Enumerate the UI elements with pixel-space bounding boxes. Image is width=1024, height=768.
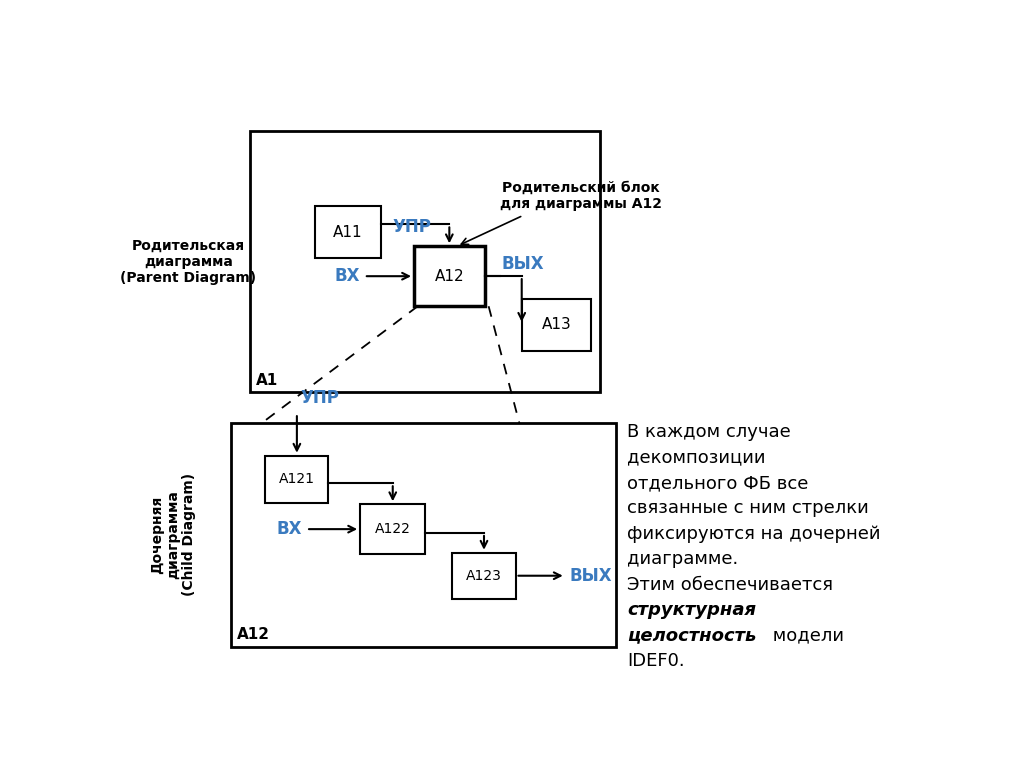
Text: ВХ: ВХ	[276, 520, 302, 538]
Text: А13: А13	[542, 317, 571, 333]
Text: УПР: УПР	[301, 389, 340, 407]
Bar	[315, 206, 381, 259]
Text: Этим обеспечивается: Этим обеспечивается	[628, 576, 834, 594]
Text: Родительская
диаграмма
(Parent Diagram): Родительская диаграмма (Parent Diagram)	[120, 238, 256, 285]
Text: диаграмме.: диаграмме.	[628, 551, 738, 568]
Text: А123: А123	[466, 569, 502, 583]
Text: отдельного ФБ все: отдельного ФБ все	[628, 474, 809, 492]
Bar	[230, 423, 615, 647]
Bar	[265, 455, 329, 503]
Text: А11: А11	[333, 225, 362, 240]
Bar	[414, 247, 484, 306]
Text: целостность: целостность	[628, 627, 757, 644]
Text: фиксируются на дочерней: фиксируются на дочерней	[628, 525, 881, 543]
Text: Родительский блок
для диаграммы А12: Родительский блок для диаграммы А12	[500, 180, 663, 211]
Bar	[453, 553, 515, 599]
Text: связанные с ним стрелки: связанные с ним стрелки	[628, 499, 869, 518]
Text: А122: А122	[375, 522, 411, 536]
Bar	[250, 131, 600, 392]
Text: модели: модели	[767, 627, 845, 644]
Text: ВХ: ВХ	[335, 267, 360, 285]
Text: А12: А12	[434, 269, 464, 283]
Text: структурная: структурная	[628, 601, 756, 619]
Text: Дочерняя
диаграмма
(Child Diagram): Дочерняя диаграмма (Child Diagram)	[150, 473, 197, 597]
Text: А121: А121	[279, 472, 315, 486]
Text: УПР: УПР	[392, 218, 431, 236]
Text: А12: А12	[237, 627, 269, 642]
Text: В каждом случае: В каждом случае	[628, 423, 791, 442]
Text: декомпозиции: декомпозиции	[628, 449, 766, 467]
Bar	[360, 504, 425, 554]
Text: ВЫХ: ВЫХ	[569, 567, 612, 584]
Text: IDEF0.: IDEF0.	[628, 652, 685, 670]
Bar	[521, 299, 591, 351]
Text: А1: А1	[256, 372, 279, 388]
Text: ВЫХ: ВЫХ	[502, 255, 545, 273]
